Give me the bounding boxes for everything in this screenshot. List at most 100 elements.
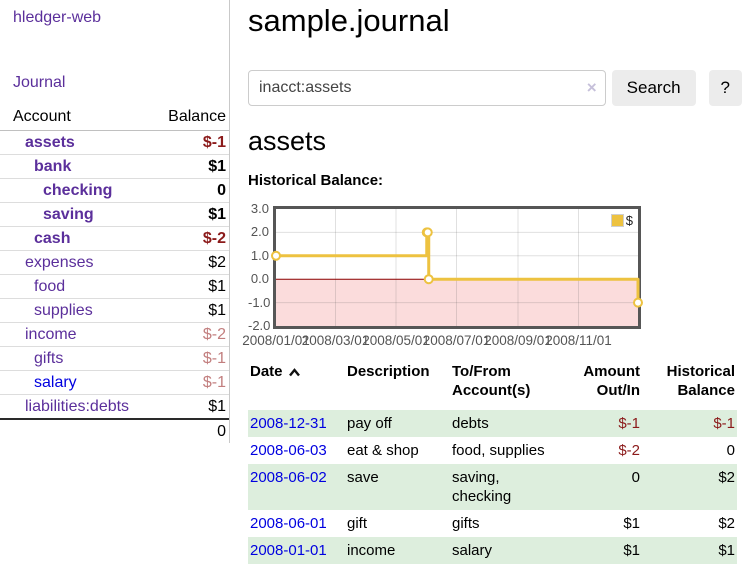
clear-search-icon[interactable]: × <box>586 78 597 98</box>
chart-plot-area: $ <box>271 206 643 329</box>
transaction-amount: $1 <box>623 515 640 532</box>
transaction-accounts: gifts <box>452 515 480 532</box>
balance-column-header: Balance <box>168 108 226 125</box>
transaction-balance: $1 <box>718 542 735 559</box>
transaction-description: save <box>347 469 379 486</box>
register-header-row: Date Description To/From Account(s) Amou… <box>248 362 737 410</box>
account-link-income[interactable]: income <box>25 326 77 343</box>
account-link-salary[interactable]: salary <box>34 374 77 391</box>
transaction-balance: $2 <box>718 469 735 486</box>
chart-legend: $ <box>608 212 635 229</box>
register-row: 2008-06-01 gift gifts $1 $2 <box>248 510 737 537</box>
y-axis-tick-label: -1.0 <box>248 294 271 310</box>
page-title: sample.journal <box>248 3 450 38</box>
transaction-date-link[interactable]: 2008-06-01 <box>250 515 327 532</box>
main-content: sample.journal × Search ? assets Histori… <box>242 0 742 564</box>
account-link-expenses[interactable]: expenses <box>25 254 94 271</box>
transaction-date-link[interactable]: 2008-06-02 <box>250 469 327 486</box>
account-heading: assets <box>248 126 327 156</box>
date-column-header[interactable]: Date <box>248 362 345 410</box>
help-button[interactable]: ? <box>708 70 742 106</box>
account-link-checking[interactable]: checking <box>43 182 113 199</box>
transaction-description: eat & shop <box>347 442 419 459</box>
y-axis-tick-label: 2.0 <box>250 224 269 240</box>
accounts-table: Account Balance assets $-1 bank $1 checking 0… <box>0 105 229 443</box>
account-row: saving $1 <box>0 203 229 227</box>
balance-column-header-register: Historical Balance <box>666 363 735 399</box>
account-balance: $-1 <box>202 350 226 367</box>
account-link-assets[interactable]: assets <box>25 134 75 151</box>
x-axis-tick-label: 2008/07/01 <box>422 333 491 348</box>
transaction-description: income <box>347 542 396 559</box>
transaction-amount: $-2 <box>618 442 640 459</box>
transaction-accounts: food, supplies <box>452 442 545 459</box>
account-link-bank[interactable]: bank <box>34 158 72 175</box>
account-balance: $1 <box>208 398 226 415</box>
x-axis-tick-label: 2008/03/01 <box>301 333 370 348</box>
account-rows: assets $-1 bank $1 checking 0 saving $1 cash $-2 e… <box>0 131 229 420</box>
legend-label: $ <box>625 213 633 228</box>
register-row: 2008-01-01 income salary $1 $1 <box>248 537 737 564</box>
legend-swatch <box>610 214 624 227</box>
account-balance: $-1 <box>202 374 226 391</box>
x-axis-tick-label: 2008/11/01 <box>545 333 612 348</box>
account-link-liabilities-debts[interactable]: liabilities:debts <box>25 398 130 415</box>
transaction-date-link[interactable]: 2008-12-31 <box>250 415 327 432</box>
chart-heading: Historical Balance: <box>248 172 384 189</box>
accounts-table-header: Account Balance <box>0 105 229 131</box>
account-link-saving[interactable]: saving <box>43 206 94 223</box>
balance-chart: $ 3.0 2.0 1.0 0.0 -1.0 -2.0 2008/01/01 2008/03/… <box>242 201 742 348</box>
register-row: 2008-06-02 save saving, checking 0 $2 <box>248 464 737 510</box>
account-row: gifts $-1 <box>0 347 229 371</box>
account-balance: 0 <box>217 182 226 199</box>
x-axis-tick-label: 2008/01/01 <box>242 333 310 348</box>
app-brand-link[interactable]: hledger-web <box>13 9 102 26</box>
account-row: food $1 <box>0 275 229 299</box>
transaction-amount: 0 <box>631 469 640 486</box>
accounts-total: 0 <box>217 423 226 440</box>
x-axis-tick-label: 2008/09/01 <box>484 333 552 348</box>
x-axis-tick-label: 2008/05/01 <box>362 333 430 348</box>
account-link-cash[interactable]: cash <box>34 230 71 247</box>
transaction-balance: $2 <box>718 515 735 532</box>
account-row: assets $-1 <box>0 131 229 155</box>
sort-ascending-icon <box>288 368 300 377</box>
account-balance: $1 <box>208 158 226 175</box>
transaction-amount: $-1 <box>618 415 640 432</box>
amount-column-header: Amount Out/In <box>583 363 640 399</box>
accounts-column-header: To/From Account(s) <box>452 363 531 399</box>
register-row: 2008-06-03 eat & shop food, supplies $-2 0 <box>248 437 737 464</box>
account-row: liabilities:debts $1 <box>0 395 229 420</box>
account-row: checking 0 <box>0 179 229 203</box>
transaction-accounts: saving, checking <box>452 469 512 505</box>
account-row: supplies $1 <box>0 299 229 323</box>
register-table: Date Description To/From Account(s) Amou… <box>248 362 737 564</box>
account-link-gifts[interactable]: gifts <box>34 350 64 367</box>
account-row: income $-2 <box>0 323 229 347</box>
account-row: cash $-2 <box>0 227 229 251</box>
transaction-date-link[interactable]: 2008-01-01 <box>250 542 327 559</box>
y-axis-tick-label: 0.0 <box>250 271 269 287</box>
transaction-balance: $-1 <box>713 415 735 432</box>
account-balance: $1 <box>208 302 226 319</box>
account-row: salary $-1 <box>0 371 229 395</box>
account-balance: $-1 <box>202 134 226 151</box>
transaction-date-link[interactable]: 2008-06-03 <box>250 442 327 459</box>
transaction-description: gift <box>347 515 368 532</box>
search-form: × Search ? <box>248 70 742 106</box>
y-axis-tick-label: 1.0 <box>250 247 269 263</box>
transaction-accounts: salary <box>452 542 493 559</box>
description-column-header: Description <box>347 363 430 380</box>
search-input[interactable] <box>248 70 606 106</box>
search-button[interactable]: Search <box>611 70 696 106</box>
transaction-accounts: debts <box>452 415 489 432</box>
account-balance: $1 <box>208 278 226 295</box>
transaction-amount: $1 <box>623 542 640 559</box>
account-link-food[interactable]: food <box>34 278 66 295</box>
account-link-supplies[interactable]: supplies <box>34 302 93 319</box>
sidebar-item-journal[interactable]: Journal <box>13 74 66 91</box>
account-balance: $1 <box>208 206 226 223</box>
y-axis-tick-label: 3.0 <box>250 201 269 216</box>
transaction-description: pay off <box>347 415 392 432</box>
transaction-balance: 0 <box>726 442 735 459</box>
